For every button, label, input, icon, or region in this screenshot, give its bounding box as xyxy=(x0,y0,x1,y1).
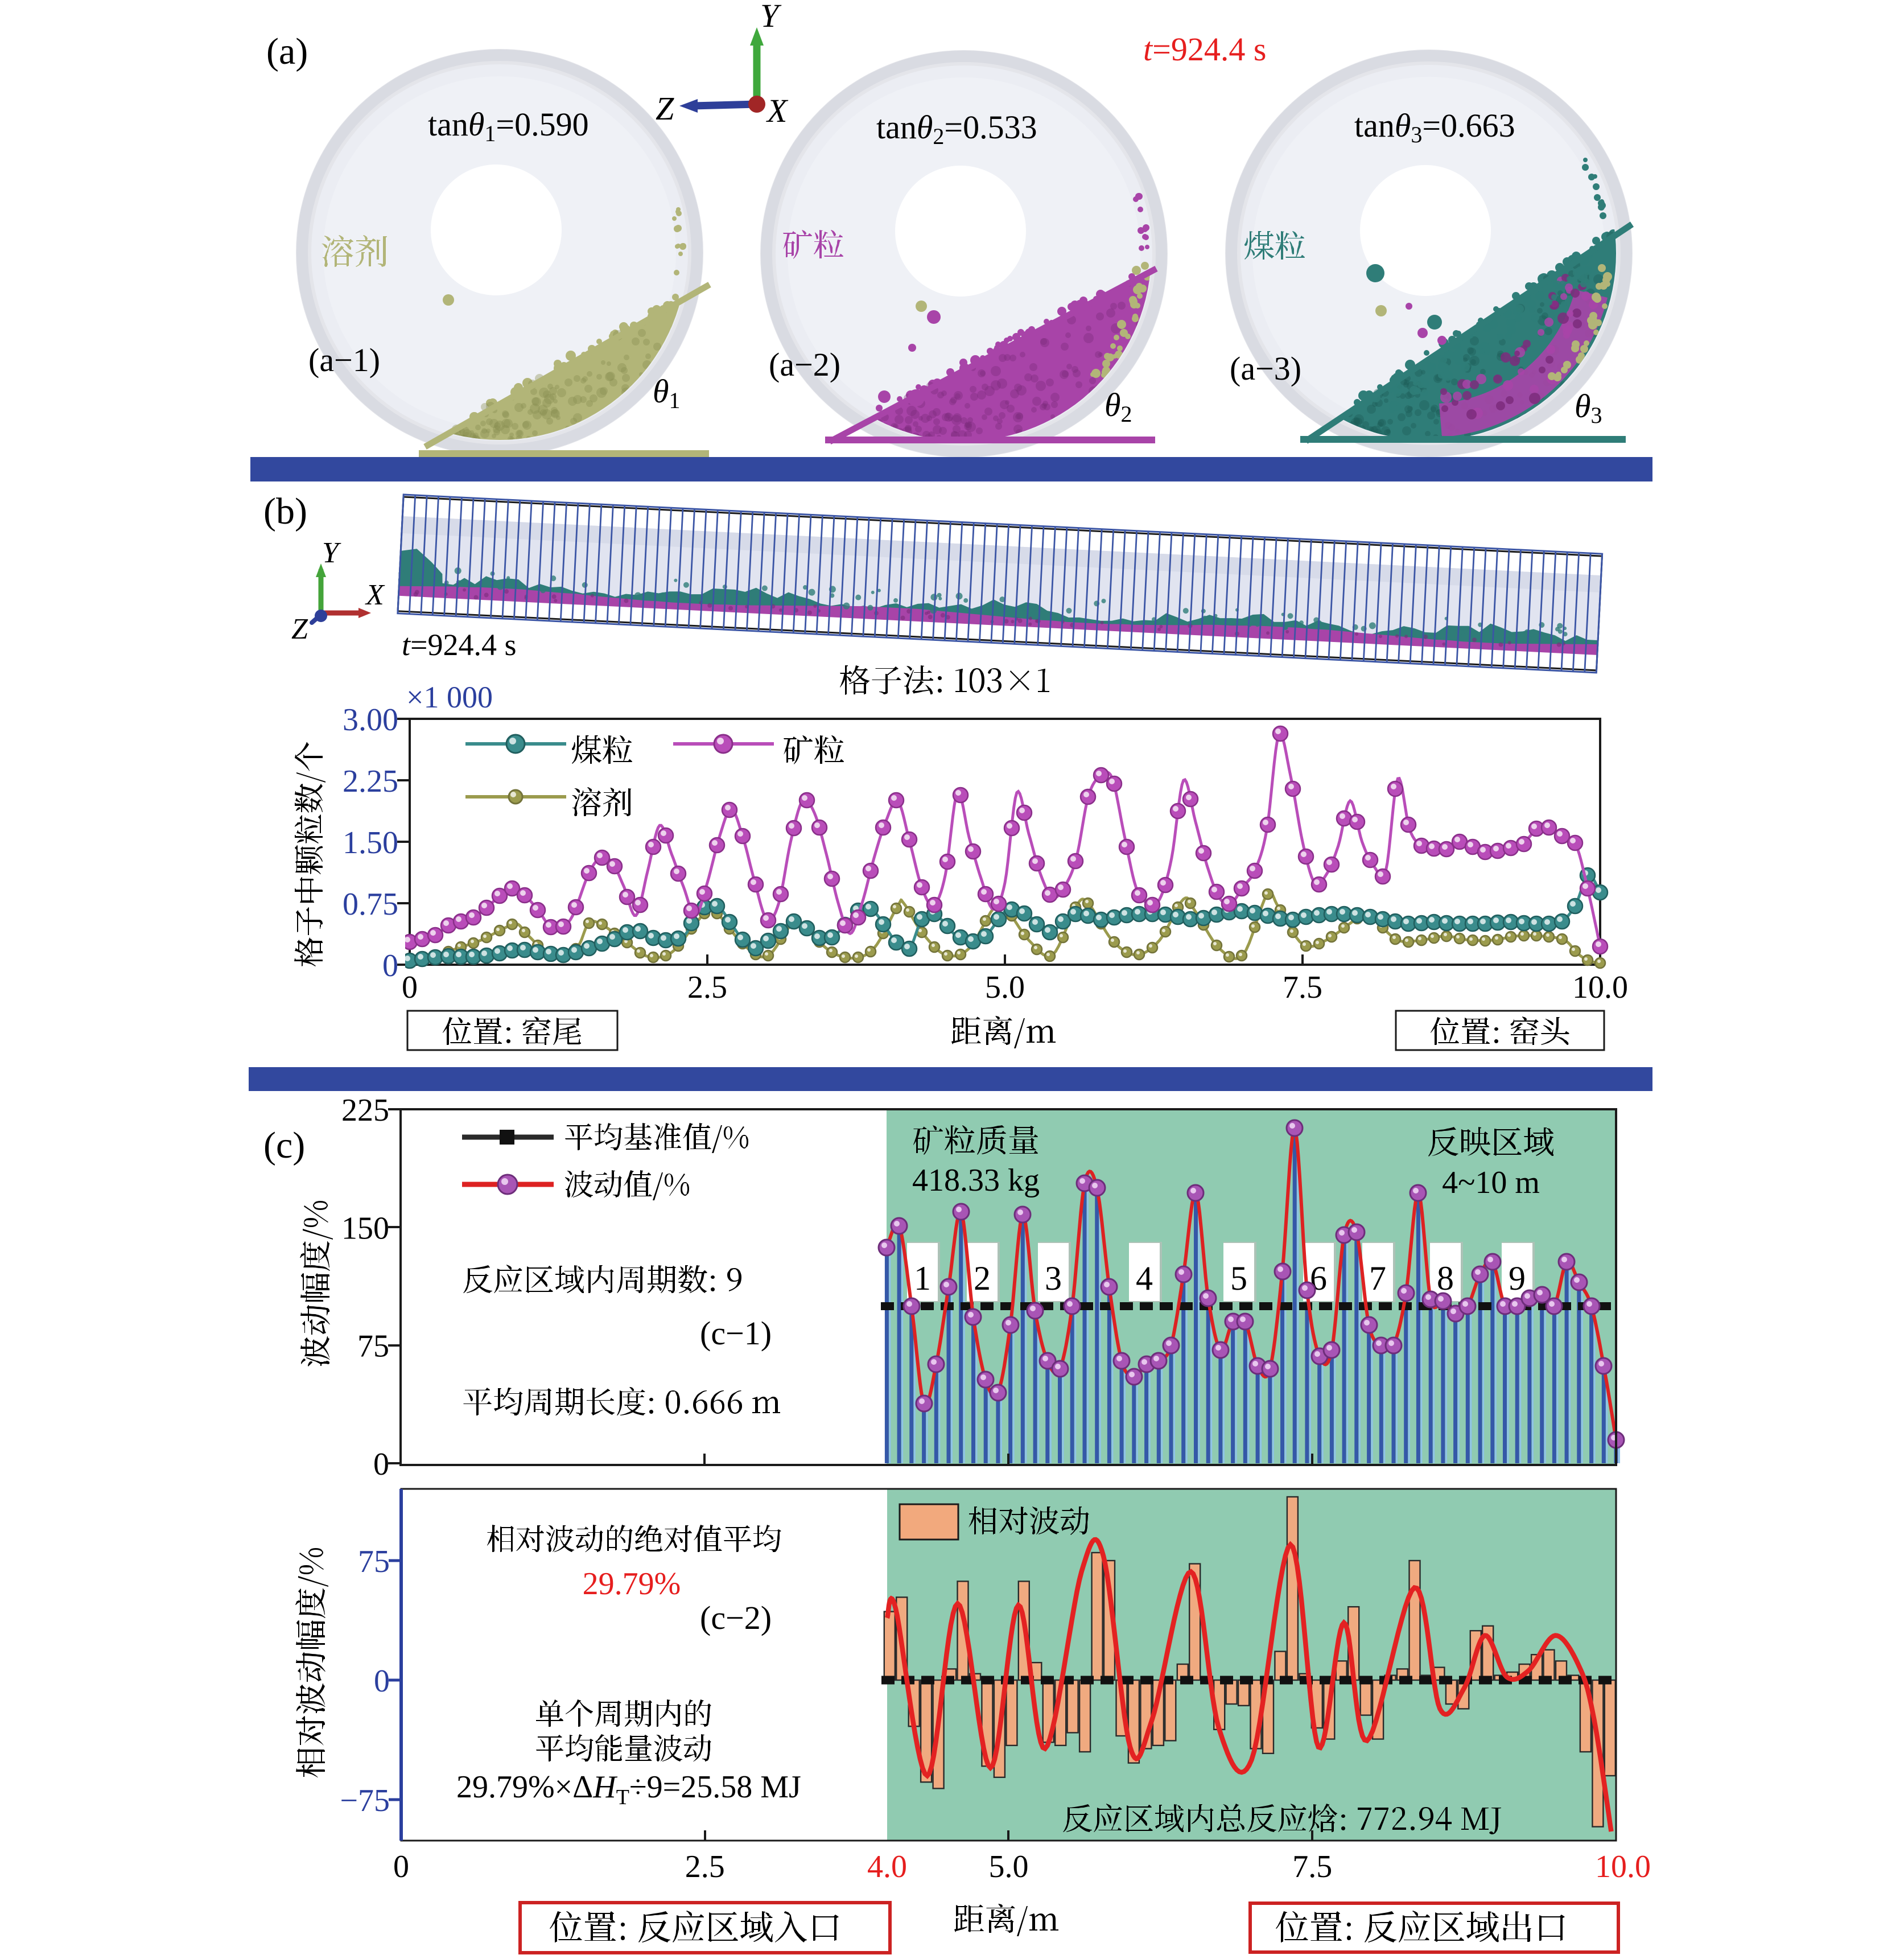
svg-text:418.33 kg: 418.33 kg xyxy=(912,1163,1040,1198)
svg-text:2.25: 2.25 xyxy=(343,764,398,799)
svg-text:θ1: θ1 xyxy=(653,373,681,413)
svg-text:75: 75 xyxy=(358,1544,390,1579)
svg-text:29.79%×ΔHT÷9=25.58 MJ: 29.79%×ΔHT÷9=25.58 MJ xyxy=(456,1769,801,1809)
svg-text:4: 4 xyxy=(1136,1260,1153,1297)
svg-text:0.75: 0.75 xyxy=(343,887,398,922)
svg-text:0: 0 xyxy=(393,1849,409,1884)
svg-text:4.0: 4.0 xyxy=(867,1849,907,1884)
svg-text:(b): (b) xyxy=(263,491,307,532)
svg-text:Z: Z xyxy=(656,90,674,127)
svg-text:Y: Y xyxy=(322,537,341,569)
svg-text:7: 7 xyxy=(1369,1260,1386,1297)
svg-text:1: 1 xyxy=(914,1260,931,1297)
svg-text:θ3: θ3 xyxy=(1575,388,1602,428)
svg-text:t=924.4 s: t=924.4 s xyxy=(1143,31,1266,68)
svg-text:2.5: 2.5 xyxy=(685,1849,725,1884)
svg-text:(a): (a) xyxy=(266,31,308,72)
svg-text:×1 000: ×1 000 xyxy=(406,680,493,714)
svg-text:3.00: 3.00 xyxy=(343,702,398,738)
svg-text:5.0: 5.0 xyxy=(989,1849,1029,1884)
svg-text:0: 0 xyxy=(374,1664,390,1699)
svg-text:X: X xyxy=(766,92,789,129)
svg-text:Y: Y xyxy=(760,0,782,34)
svg-text:10.0: 10.0 xyxy=(1595,1849,1651,1884)
svg-text:0: 0 xyxy=(373,1447,389,1482)
svg-text:1.50: 1.50 xyxy=(343,825,398,861)
svg-text:(c): (c) xyxy=(263,1125,305,1166)
svg-text:225: 225 xyxy=(341,1093,389,1128)
svg-text:5: 5 xyxy=(1230,1260,1247,1297)
svg-text:2.5: 2.5 xyxy=(687,970,727,1005)
svg-text:4~10 m: 4~10 m xyxy=(1442,1165,1540,1200)
svg-text:7.5: 7.5 xyxy=(1283,970,1322,1005)
svg-text:tanθ2=0.533: tanθ2=0.533 xyxy=(876,109,1037,149)
svg-text:−75: −75 xyxy=(340,1783,390,1818)
svg-text:(a−3): (a−3) xyxy=(1230,350,1301,387)
svg-text:0: 0 xyxy=(402,970,418,1005)
svg-text:(c−1): (c−1) xyxy=(700,1315,772,1352)
svg-text:2: 2 xyxy=(974,1260,991,1297)
svg-text:t=924.4 s: t=924.4 s xyxy=(402,628,516,662)
svg-text:29.79%: 29.79% xyxy=(583,1566,681,1602)
svg-text:tanθ1=0.590: tanθ1=0.590 xyxy=(428,106,589,146)
svg-text:10.0: 10.0 xyxy=(1572,970,1628,1005)
svg-text:(c−2): (c−2) xyxy=(700,1599,772,1636)
svg-text:Z: Z xyxy=(291,613,308,645)
svg-text:X: X xyxy=(365,579,385,611)
svg-text:0: 0 xyxy=(382,948,398,983)
svg-text:(a−2): (a−2) xyxy=(769,346,840,383)
svg-text:8: 8 xyxy=(1437,1260,1454,1297)
svg-text:9: 9 xyxy=(1509,1260,1526,1297)
svg-text:5.0: 5.0 xyxy=(985,970,1025,1005)
svg-text:(a−1): (a−1) xyxy=(308,341,380,378)
svg-text:7.5: 7.5 xyxy=(1292,1849,1332,1884)
svg-text:θ2: θ2 xyxy=(1105,386,1132,427)
svg-text:75: 75 xyxy=(357,1329,389,1364)
svg-text:3: 3 xyxy=(1045,1260,1062,1297)
svg-text:tanθ3=0.663: tanθ3=0.663 xyxy=(1354,107,1515,147)
svg-text:150: 150 xyxy=(341,1211,389,1246)
